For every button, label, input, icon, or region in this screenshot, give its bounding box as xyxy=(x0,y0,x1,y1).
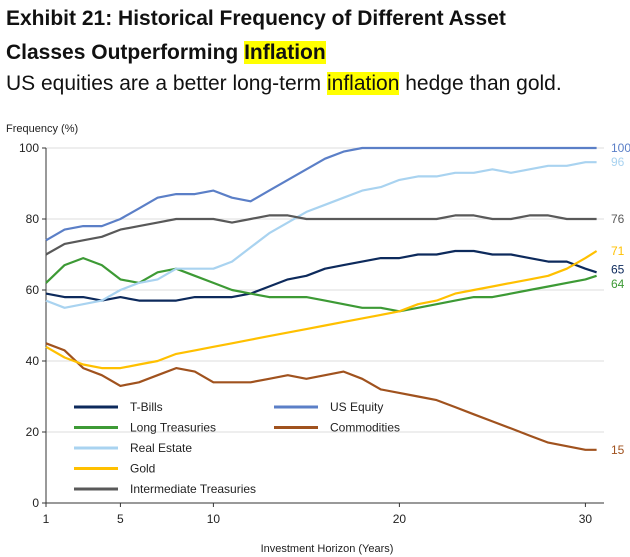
axes: 0 20 40 60 80 100 1 5 10 20 30 xyxy=(19,141,604,526)
x-axis-title: Investment Horizon (Years) xyxy=(261,543,394,555)
legend-label-real-estate: Real Estate xyxy=(130,441,192,455)
y-tick-label: 60 xyxy=(26,283,40,297)
x-tick-label: 1 xyxy=(43,512,50,526)
x-tick-label: 20 xyxy=(393,512,407,526)
end-label-long-treasuries: 64 xyxy=(611,277,625,291)
y-tick-label: 80 xyxy=(26,212,40,226)
legend-label-intermediate-treasuries: Intermediate Treasuries xyxy=(130,482,256,496)
y-tick-label: 40 xyxy=(26,354,40,368)
x-tick-label: 5 xyxy=(117,512,124,526)
end-label-t-bills: 65 xyxy=(611,262,625,276)
series-line-intermediate-treasuries xyxy=(45,214,597,256)
series-line-us-equity xyxy=(45,146,597,242)
chart-title-line-2-text: Classes Outperforming xyxy=(6,41,245,64)
legend-label-us-equity: US Equity xyxy=(330,400,383,414)
gridlines xyxy=(46,147,604,433)
end-label-us-equity: 100 xyxy=(611,141,630,155)
legend: T-Bills US Equity Long Treasuries Commoditi… xyxy=(74,400,400,496)
series-line-gold xyxy=(45,250,598,370)
end-label-intermediate-treasuries: 76 xyxy=(611,212,625,226)
end-label-real-estate: 96 xyxy=(611,155,625,169)
end-label-gold: 71 xyxy=(611,244,625,258)
end-labels: 65 100 64 15 96 71 76 xyxy=(611,141,630,457)
chart-title-highlight: Inflation xyxy=(244,41,326,64)
y-tick-label: 0 xyxy=(32,496,39,510)
chart-subtitle-text-end: hedge than gold. xyxy=(399,72,562,95)
chart-subtitle-highlight: inflation xyxy=(327,72,400,95)
end-label-commodities: 15 xyxy=(611,443,625,457)
series-lines xyxy=(45,146,598,451)
legend-label-t-bills: T-Bills xyxy=(130,400,163,414)
chart-subtitle-text-start: US equities are a better long-term xyxy=(6,72,327,95)
legend-label-gold: Gold xyxy=(130,462,155,476)
series-line-commodities xyxy=(45,342,597,451)
y-axis-title: Frequency (%) xyxy=(6,123,78,135)
series-line-long-treasuries xyxy=(45,257,597,313)
series-line-real-estate xyxy=(45,161,597,309)
y-tick-label: 20 xyxy=(26,425,40,439)
x-tick-label: 30 xyxy=(579,512,593,526)
x-tick-label: 10 xyxy=(207,512,221,526)
y-tick-label: 100 xyxy=(19,141,39,155)
chart-subtitle: US equities are a better long-term infla… xyxy=(6,70,562,98)
chart-title-line-2: Classes Outperforming Inflation xyxy=(6,36,506,70)
chart-title: Exhibit 21: Historical Frequency of Diff… xyxy=(6,2,506,70)
chart-title-line-1: Exhibit 21: Historical Frequency of Diff… xyxy=(6,7,506,30)
legend-label-long-treasuries: Long Treasuries xyxy=(130,421,216,435)
series-line-t-bills xyxy=(45,249,597,302)
legend-label-commodities: Commodities xyxy=(330,421,400,435)
